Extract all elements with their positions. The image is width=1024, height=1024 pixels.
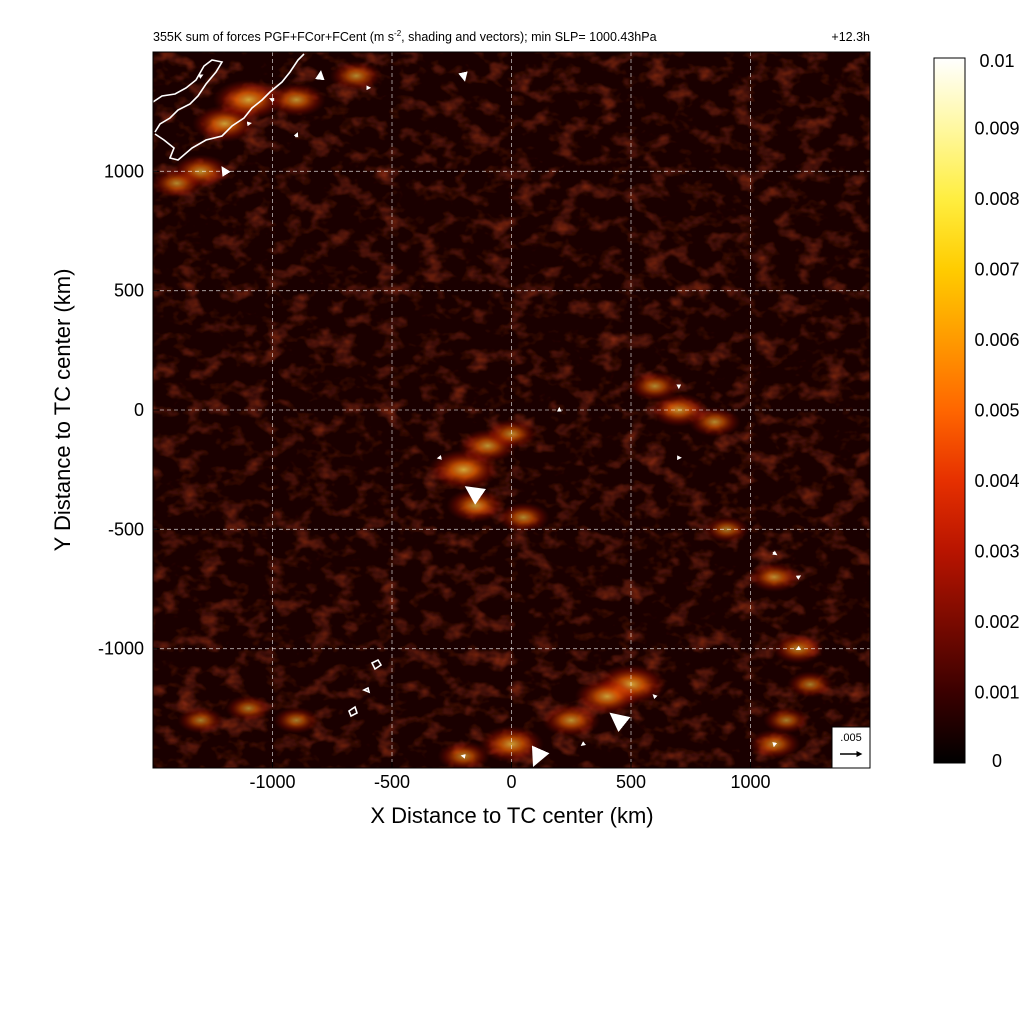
heatmap-hotspot-5 bbox=[267, 82, 326, 117]
heatmap-hotspot-14 bbox=[688, 406, 741, 437]
heatmap-hotspot-13 bbox=[628, 371, 682, 402]
x-axis-title: X Distance to TC center (km) bbox=[370, 803, 653, 828]
coastline-northwest bbox=[153, 53, 305, 161]
plot-area bbox=[153, 52, 870, 768]
x-tick-label-500: 500 bbox=[616, 772, 646, 792]
heatmap-hotspot-28 bbox=[787, 671, 834, 698]
x-axis: -1000 -500 0 500 1000 bbox=[249, 762, 771, 792]
colorbar-tick-label-10: 0 bbox=[992, 751, 1002, 771]
colorbar: 0.01 0.009 0.008 0.007 0.006 0.005 0.004 0.003 0… bbox=[933, 51, 1020, 771]
heatmap-hotspot-4 bbox=[153, 168, 204, 199]
heatmap-hotspot-2 bbox=[213, 79, 285, 121]
reference-vector-key: .005 bbox=[831, 726, 871, 769]
coastline-island-3 bbox=[362, 686, 371, 694]
colorbar-tick-label-4: 0.006 bbox=[974, 330, 1019, 350]
force-vector-Ee bbox=[795, 645, 801, 651]
chart-title: 355K sum of forces PGF+FCor+FCent (m s-2… bbox=[153, 29, 657, 44]
heatmap-hotspot-16 bbox=[574, 677, 640, 715]
heatmap-hotspot-26 bbox=[273, 706, 320, 734]
grid-lines bbox=[153, 52, 870, 768]
y-tick-label-1000: 1000 bbox=[104, 161, 144, 181]
y-tick-label-500: 500 bbox=[114, 281, 144, 301]
colorbar-tick-label-1: 0.009 bbox=[974, 119, 1019, 139]
x-tick-label--1000: -1000 bbox=[249, 772, 295, 792]
chart-title-superscript: -2 bbox=[394, 29, 402, 38]
force-vector-Sc bbox=[652, 694, 658, 700]
y-axis-title: Y Distance to TC center (km) bbox=[50, 269, 75, 552]
coastline bbox=[153, 53, 383, 718]
colorbar-tick-label-6: 0.004 bbox=[974, 471, 1019, 491]
reference-vector-box bbox=[831, 726, 871, 769]
force-vector-Wc bbox=[464, 486, 487, 505]
force-vector-NWg bbox=[198, 74, 204, 79]
force-vector-Ws bbox=[609, 712, 631, 733]
colorbar-tick-label-2: 0.008 bbox=[974, 189, 1019, 209]
colorbar-tick-label-3: 0.007 bbox=[974, 260, 1019, 280]
y-tick-label-0: 0 bbox=[134, 400, 144, 420]
colorbar-tick-label-9: 0.001 bbox=[974, 683, 1019, 703]
heatmap-hotspot-27 bbox=[703, 516, 750, 543]
chart-title-main: 355K sum of forces PGF+FCor+FCent (m s bbox=[153, 30, 394, 44]
force-vector-Sa bbox=[580, 741, 586, 747]
force-vector-Eb bbox=[795, 575, 802, 580]
chart-title-rest: , shading and vectors); min SLP= 1000.43… bbox=[401, 30, 656, 44]
colorbar-tick-label-7: 0.003 bbox=[974, 542, 1019, 562]
coastline-island-2 bbox=[348, 705, 358, 718]
heatmap-hotspot-6 bbox=[329, 60, 383, 91]
x-tick-label-0: 0 bbox=[506, 772, 516, 792]
heatmap-hotspot-22 bbox=[763, 706, 810, 734]
force-vector-NWb bbox=[293, 132, 299, 138]
time-label: +12.3h bbox=[831, 30, 870, 44]
colorbar-tick-label-0: 0.01 bbox=[979, 51, 1014, 71]
reference-vector-label: .005 bbox=[840, 732, 861, 744]
colorbar-ramp bbox=[933, 57, 966, 764]
force-vector-Ws2 bbox=[531, 745, 550, 767]
colorbar-tick-label-5: 0.005 bbox=[974, 401, 1019, 421]
y-tick-label--500: -500 bbox=[108, 519, 144, 539]
heatmap-hotspot-20 bbox=[748, 562, 801, 593]
y-tick-label--1000: -1000 bbox=[98, 639, 144, 659]
colorbar-ticks: 0.01 0.009 0.008 0.007 0.006 0.005 0.004 0.003 0… bbox=[974, 51, 1019, 771]
heatmap-hotspot-10 bbox=[446, 488, 506, 523]
force-vector-NWa bbox=[221, 166, 231, 177]
x-tick-label-1000: 1000 bbox=[730, 772, 770, 792]
heatmap-hotspot-11 bbox=[497, 502, 550, 533]
heatmap-hotspot-24 bbox=[177, 706, 225, 734]
colorbar-tick-label-8: 0.002 bbox=[974, 612, 1019, 632]
heatmap-hotspot-18 bbox=[479, 725, 544, 763]
heatmap-hotspots bbox=[153, 60, 834, 768]
x-tick-label--500: -500 bbox=[374, 772, 410, 792]
force-vectors bbox=[198, 70, 802, 767]
force-vector-Ea bbox=[772, 550, 778, 556]
y-axis: -1000 -500 0 500 1000 bbox=[98, 161, 159, 659]
heatmap-hotspot-17 bbox=[541, 703, 601, 738]
coastline-island-1 bbox=[370, 658, 383, 671]
heatmap-hotspot-25 bbox=[225, 695, 272, 722]
force-vector-Nn bbox=[458, 71, 468, 82]
force-vector-NWd bbox=[269, 97, 275, 103]
